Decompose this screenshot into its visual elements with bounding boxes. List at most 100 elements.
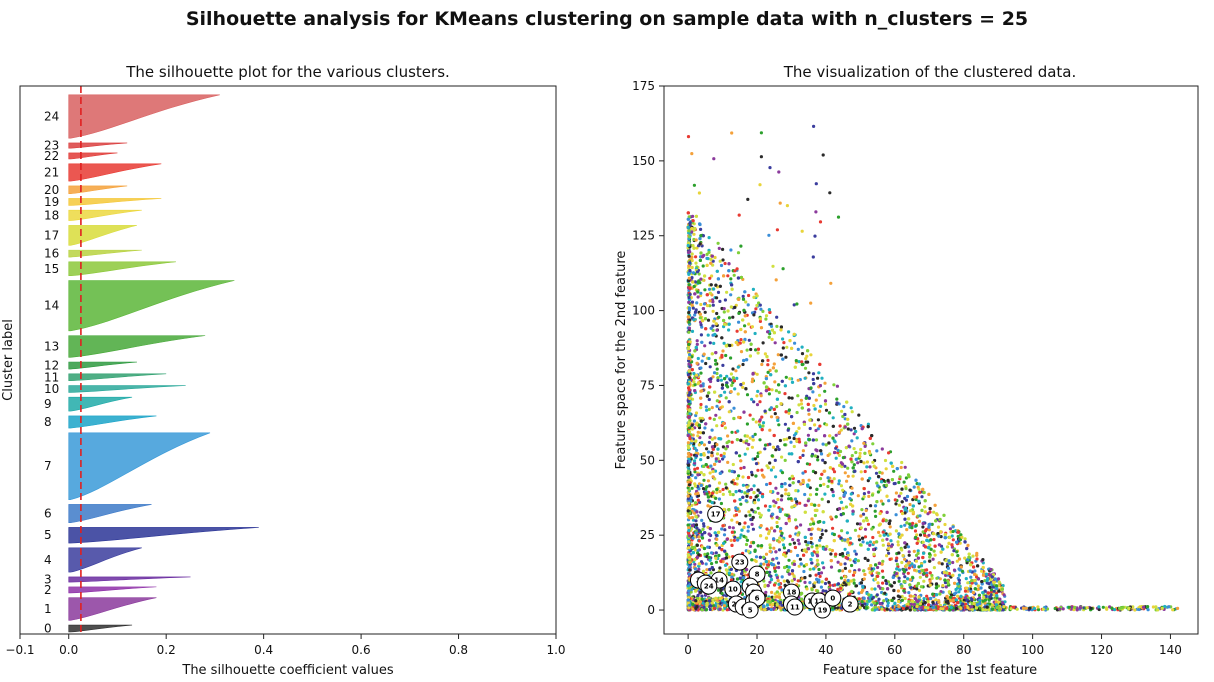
scatter-point: [706, 545, 710, 549]
scatter-point: [894, 502, 898, 506]
scatter-point: [927, 523, 931, 527]
scatter-point: [694, 514, 698, 519]
scatter-point: [873, 587, 877, 591]
scatter-point: [991, 585, 995, 589]
scatter-point: [952, 549, 956, 553]
silhouette-area-cluster-11: [68, 373, 167, 382]
scatter-point: [714, 322, 718, 326]
scatter-point: [773, 592, 777, 596]
scatter-point: [807, 412, 811, 416]
scatter-point: [873, 509, 877, 513]
scatter-point: [702, 478, 706, 482]
scatter-point: [705, 293, 709, 297]
scatter-point: [909, 586, 913, 590]
scatter-point: [963, 540, 967, 544]
scatter-point: [723, 563, 728, 567]
scatter-point: [781, 543, 786, 547]
scatter-point: [901, 554, 905, 558]
scatter-point: [839, 606, 843, 610]
scatter-point: [911, 576, 915, 580]
scatter-point: [756, 351, 760, 355]
scatter-point: [908, 488, 912, 492]
scatter-point: [815, 544, 819, 548]
scatter-point: [843, 425, 847, 429]
scatter-point: [954, 587, 958, 592]
scatter-point: [723, 298, 728, 302]
scatter-point: [807, 396, 811, 400]
scatter-point: [815, 577, 819, 581]
scatter-point: [783, 565, 787, 570]
scatter-point: [714, 351, 718, 355]
scatter-point: [914, 535, 918, 540]
scatter-point: [827, 580, 831, 584]
scatter-point: [702, 453, 706, 457]
scatter-point: [826, 500, 831, 504]
scatter-point: [722, 541, 726, 546]
scatter-point: [716, 241, 720, 245]
scatter-point: [790, 505, 794, 509]
scatter-point: [801, 471, 805, 475]
scatter-point: [867, 567, 871, 571]
scatter-point: [946, 579, 950, 583]
silhouette-x-tick-label: 0.6: [352, 643, 371, 657]
scatter-point: [709, 326, 713, 330]
scatter-point: [769, 406, 773, 410]
scatter-point: [818, 362, 822, 366]
scatter-point: [981, 558, 985, 562]
scatter-point: [696, 491, 700, 495]
scatter-point: [750, 522, 754, 527]
scatter-point: [843, 547, 847, 551]
scatter-point: [806, 433, 811, 437]
scatter-point: [710, 562, 714, 566]
scatter-point: [740, 528, 744, 532]
scatter-point: [703, 310, 707, 314]
scatter-point: [726, 274, 730, 278]
scatter-point: [726, 434, 730, 438]
scatter-point: [817, 571, 821, 576]
scatter-point: [713, 436, 717, 440]
scatter-point: [928, 555, 932, 559]
scatter-point: [906, 545, 911, 549]
scatter-point: [872, 541, 876, 545]
scatter-point: [690, 230, 694, 234]
scatter-point: [779, 325, 784, 329]
scatter-point: [738, 454, 742, 458]
scatter-point: [777, 447, 781, 451]
scatter-point: [690, 486, 694, 490]
scatter-point: [743, 596, 747, 600]
scatter-point: [825, 423, 829, 427]
scatter-point: [787, 411, 791, 415]
scatter-point: [871, 535, 875, 540]
scatter-point: [781, 337, 785, 341]
scatter-point: [846, 474, 850, 478]
scatter-point: [708, 416, 712, 420]
scatter-point: [696, 430, 700, 434]
scatter-point: [693, 383, 697, 387]
scatter-point: [900, 500, 904, 504]
scatter-point: [709, 571, 713, 575]
scatter-point: [976, 564, 980, 568]
scatter-point: [715, 537, 719, 542]
scatter-point: [718, 299, 722, 303]
scatter-point: [761, 341, 765, 345]
scatter-point: [759, 513, 763, 517]
scatter-point: [808, 574, 812, 578]
scatter-point: [784, 554, 788, 558]
scatter-point: [787, 452, 791, 456]
scatter-point: [745, 348, 749, 352]
scatter-point: [828, 434, 832, 438]
scatter-point: [722, 310, 726, 314]
scatter-point: [820, 497, 824, 501]
scatter-point: [707, 532, 711, 536]
scatter-point: [721, 363, 725, 367]
scatter-point: [1001, 584, 1005, 588]
scatter-point: [900, 584, 904, 588]
scatter-point: [808, 426, 812, 431]
scatter-point: [697, 381, 701, 385]
scatter-point: [853, 469, 857, 473]
scatter-point: [948, 527, 953, 531]
scatter-point: [730, 530, 735, 534]
scatter-point: [851, 573, 856, 577]
scatter-point: [710, 428, 714, 432]
scatter-point: [766, 363, 770, 367]
